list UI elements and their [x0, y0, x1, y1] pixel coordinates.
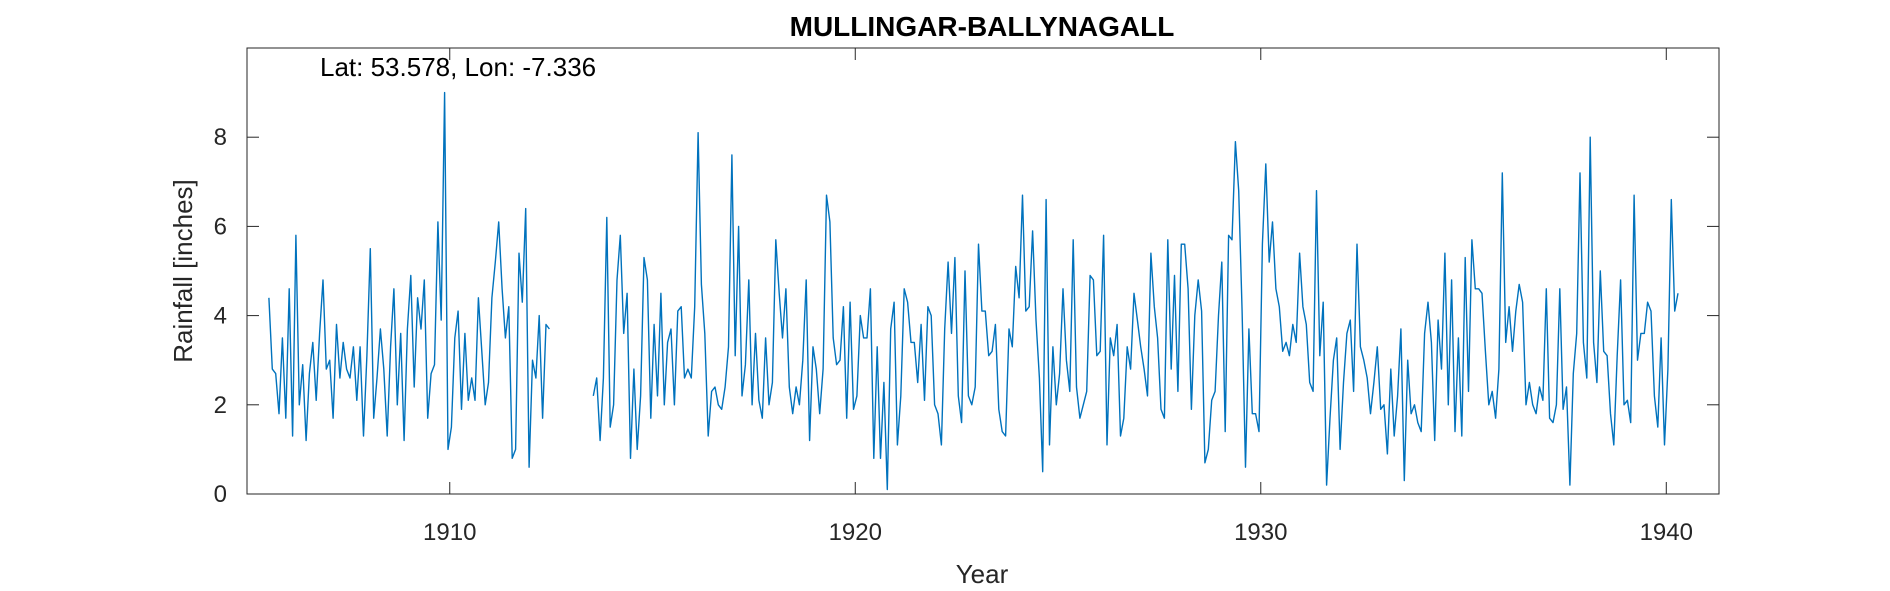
rainfall-series-line: [268, 91, 1679, 491]
chart-title: MULLINGAR-BALLYNAGALL: [790, 11, 1175, 42]
x-tick-label: 1910: [423, 519, 476, 546]
y-tick-label: 0: [214, 481, 227, 508]
y-tick-label: 6: [214, 213, 227, 240]
axis-ticks: 1910 1920 1930 1940 0 2 4 6 8: [214, 48, 1719, 546]
y-tick-label: 4: [214, 303, 227, 330]
plot-area: [246, 47, 1720, 495]
x-tick-label: 1940: [1640, 519, 1693, 546]
y-tick-label: 8: [214, 124, 227, 151]
y-tick-label: 2: [214, 392, 227, 419]
x-axis-label: Year: [956, 559, 1009, 589]
location-annotation: Lat: 53.578, Lon: -7.336: [320, 52, 596, 82]
y-axis-label: Rainfall [inches]: [168, 179, 198, 363]
x-tick-label: 1920: [829, 519, 882, 546]
x-tick-label: 1930: [1234, 519, 1287, 546]
